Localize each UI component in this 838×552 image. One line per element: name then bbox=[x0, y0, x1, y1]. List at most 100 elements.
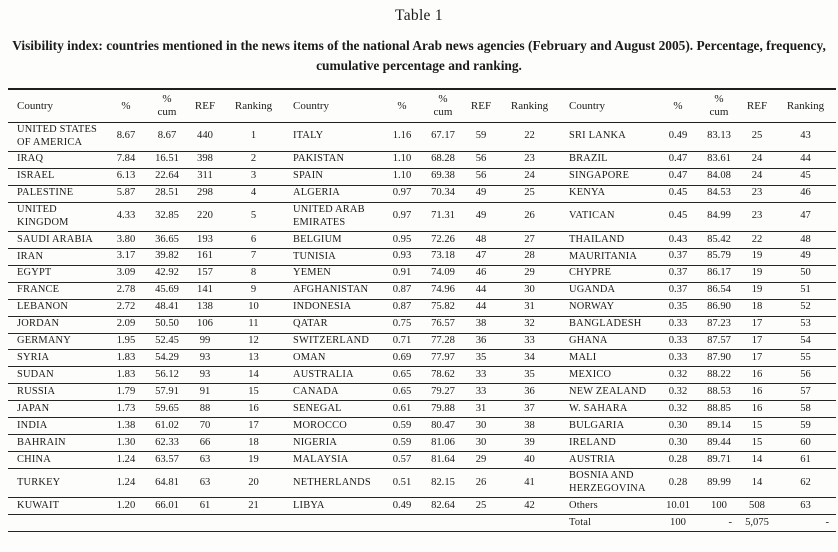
cell-ref: 24 bbox=[739, 151, 775, 169]
cell-ref: 35 bbox=[463, 349, 499, 368]
cell-ref: 30 bbox=[463, 434, 499, 452]
cell-percent: 0.37 bbox=[657, 282, 699, 300]
cell-percent-cum: 50.50 bbox=[147, 316, 187, 334]
table-row: CHINA 1.24 63.57 63 19 MALAYSIA 0.57 81.64 29 40 A… bbox=[8, 451, 836, 469]
cell-country: PALESTINE bbox=[8, 185, 105, 203]
cell-percent-cum: 73.18 bbox=[423, 248, 463, 266]
cell-country: MALAYSIA bbox=[284, 451, 381, 469]
col-header-ref: REF bbox=[463, 89, 499, 123]
cell-percent: 2.72 bbox=[105, 299, 147, 317]
cell-country: UNITED ARAB EMIRATES bbox=[284, 202, 381, 233]
table-row: UNITED KINGDOM 4.33 32.85 220 5 UNITED ARAB E… bbox=[8, 202, 836, 233]
cell-ranking: 20 bbox=[223, 468, 284, 499]
cell-percent-cum: 82.15 bbox=[423, 468, 463, 499]
cell-percent bbox=[105, 514, 147, 533]
table-row: INDIA 1.38 61.02 70 17 MOROCCO 0.59 80.47 30 38 BU… bbox=[8, 417, 836, 436]
cell-percent-cum: 62.33 bbox=[147, 434, 187, 452]
cell-percent bbox=[381, 514, 423, 533]
cell-percent-cum: 83.13 bbox=[699, 122, 739, 152]
cell-country: JAPAN bbox=[8, 400, 105, 419]
table-row: Total 100-5,075- bbox=[8, 514, 836, 533]
cell-percent: 2.78 bbox=[105, 282, 147, 300]
cell-percent-cum: 48.41 bbox=[147, 299, 187, 317]
col-header-percent-cum: % cum bbox=[423, 89, 463, 123]
cell-percent: 0.45 bbox=[657, 185, 699, 203]
cell-ref: 19 bbox=[739, 265, 775, 283]
cell-percent: 3.80 bbox=[105, 231, 147, 249]
cell-ranking: 1 bbox=[223, 122, 284, 152]
col-header-percent-cum: % cum bbox=[147, 89, 187, 123]
cell-ranking: - bbox=[775, 514, 836, 533]
cell-percent: 0.75 bbox=[381, 316, 423, 334]
col-header-ranking: Ranking bbox=[775, 89, 836, 123]
table-title: Table 1 bbox=[395, 7, 443, 24]
cell-country: IRELAND bbox=[560, 434, 657, 452]
cell-percent: 8.67 bbox=[105, 122, 147, 152]
cell-ref: 25 bbox=[463, 497, 499, 516]
cell-percent: 0.32 bbox=[657, 366, 699, 385]
cell-percent-cum: 84.53 bbox=[699, 185, 739, 203]
cell-ranking: 56 bbox=[775, 366, 836, 385]
cell-percent-cum: 88.22 bbox=[699, 366, 739, 385]
cell-percent-cum: 86.17 bbox=[699, 265, 739, 283]
cell-ranking: 11 bbox=[223, 316, 284, 334]
cell-percent-cum: 42.92 bbox=[147, 265, 187, 283]
table-row: SYRIA 1.83 54.29 93 13 OMAN 0.69 77.97 35 34 MALI 0… bbox=[8, 349, 836, 368]
cell-country bbox=[284, 514, 381, 533]
cell-country: SYRIA bbox=[8, 349, 105, 368]
cell-ref: 193 bbox=[187, 231, 223, 249]
cell-country: AUSTRALIA bbox=[284, 366, 381, 385]
cell-percent: 0.61 bbox=[381, 400, 423, 419]
table-header: Country%% cum REF Ranking Country%% cum REF Ran… bbox=[8, 89, 836, 123]
cell-country: AFGHANISTAN bbox=[284, 282, 381, 300]
table-row: TURKEY 1.24 64.81 63 20 NETHERLANDS 0.51 82.15 2… bbox=[8, 468, 836, 499]
cell-ranking: 28 bbox=[499, 248, 560, 266]
cell-ref: 17 bbox=[739, 333, 775, 351]
cell-country: PAKISTAN bbox=[284, 151, 381, 169]
cell-ranking: 31 bbox=[499, 299, 560, 317]
cell-ranking: 22 bbox=[499, 122, 560, 152]
cell-ranking: 14 bbox=[223, 366, 284, 385]
cell-country: SRI LANKA bbox=[560, 122, 657, 152]
cell-percent-cum: 84.99 bbox=[699, 202, 739, 233]
cell-ranking: 60 bbox=[775, 434, 836, 452]
cell-country: SPAIN bbox=[284, 168, 381, 186]
cell-percent-cum: 77.28 bbox=[423, 333, 463, 351]
cell-percent-cum: 87.57 bbox=[699, 333, 739, 351]
cell-ref: 26 bbox=[463, 468, 499, 499]
cell-ref: 36 bbox=[463, 333, 499, 351]
cell-ref: 220 bbox=[187, 202, 223, 233]
cell-country: MEXICO bbox=[560, 366, 657, 385]
col-header-ranking: Ranking bbox=[223, 89, 284, 123]
cell-country: SINGAPORE bbox=[560, 168, 657, 186]
cell-ref: 23 bbox=[739, 185, 775, 203]
table-row: ISRAEL 6.13 22.64 311 3 SPAIN 1.10 69.38 56 24 SIN… bbox=[8, 168, 836, 186]
cell-ref: 56 bbox=[463, 151, 499, 169]
cell-ref: 49 bbox=[463, 202, 499, 233]
table-row: UNITED STATES OF AMERICA 8.67 8.67 440 1 ITAL… bbox=[8, 122, 836, 152]
col-header-percent: % bbox=[105, 89, 147, 123]
cell-ranking: 45 bbox=[775, 168, 836, 186]
cell-percent: 1.10 bbox=[381, 168, 423, 186]
cell-ref: 49 bbox=[463, 185, 499, 203]
cell-country: BULGARIA bbox=[560, 417, 657, 436]
cell-ref: 63 bbox=[187, 468, 223, 499]
cell-ref: 44 bbox=[463, 299, 499, 317]
cell-ranking: 40 bbox=[499, 451, 560, 469]
cell-percent-cum: 81.64 bbox=[423, 451, 463, 469]
cell-ref: 508 bbox=[739, 497, 775, 516]
cell-percent: 0.69 bbox=[381, 349, 423, 368]
cell-percent-cum: 78.62 bbox=[423, 366, 463, 385]
cell-ranking: 46 bbox=[775, 185, 836, 203]
cell-percent-cum: 88.53 bbox=[699, 383, 739, 402]
cell-percent: 0.33 bbox=[657, 349, 699, 368]
cell-ranking: 6 bbox=[223, 231, 284, 249]
cell-percent-cum: 89.14 bbox=[699, 417, 739, 436]
cell-country: MAURITANIA bbox=[560, 248, 657, 266]
cell-percent: 3.17 bbox=[105, 248, 147, 266]
cell-ranking: 42 bbox=[499, 497, 560, 516]
cell-percent: 1.30 bbox=[105, 434, 147, 452]
cell-ranking: 43 bbox=[775, 122, 836, 152]
cell-ranking bbox=[499, 514, 560, 533]
